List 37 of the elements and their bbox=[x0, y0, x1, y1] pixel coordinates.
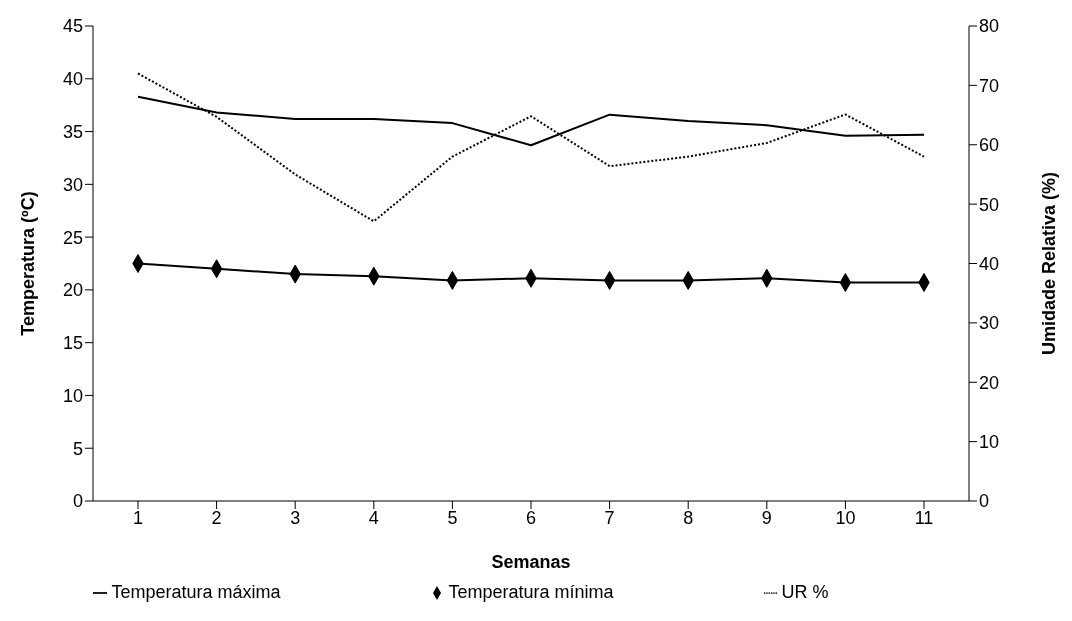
y-tick-label: 5 bbox=[72, 438, 83, 459]
line-series bbox=[137, 72, 925, 223]
x-tick-label: 8 bbox=[683, 507, 694, 528]
y2-tick-label: 0 bbox=[979, 491, 990, 512]
y2-axis-title: Umidade Relativa (%) bbox=[1039, 171, 1060, 356]
y-axis-title: Temperatura (ºC) bbox=[18, 191, 39, 336]
y2-tick-label: 70 bbox=[979, 75, 1000, 96]
y2-tick-label: 40 bbox=[979, 253, 1000, 274]
x-tick-label: 2 bbox=[211, 507, 222, 528]
y-tick-label: 45 bbox=[62, 16, 83, 37]
y-tick-label: 15 bbox=[62, 333, 83, 354]
x-tick-label: 7 bbox=[604, 507, 615, 528]
y2-tick-label: 30 bbox=[979, 313, 1000, 334]
x-tick-label: 6 bbox=[525, 507, 537, 528]
y2-tick-label: 60 bbox=[979, 135, 1000, 156]
legend-label: UR % bbox=[781, 582, 829, 602]
x-tick-label: 4 bbox=[368, 507, 379, 528]
y-tick-label: 10 bbox=[62, 385, 83, 406]
y2-tick-label: 80 bbox=[979, 16, 1000, 37]
x-tick-label: 10 bbox=[835, 507, 856, 528]
x-tick-label: 5 bbox=[447, 507, 458, 528]
x-tick-label: 11 bbox=[914, 507, 934, 528]
x-tick-label: 1 bbox=[132, 507, 144, 528]
y-tick-label: 25 bbox=[62, 227, 83, 248]
y-tick-label: 40 bbox=[62, 69, 83, 90]
x-tick-label: 3 bbox=[290, 507, 301, 528]
y-tick-label: 20 bbox=[62, 280, 83, 301]
y2-tick-label: 50 bbox=[979, 194, 1000, 215]
y2-tick-label: 20 bbox=[979, 372, 1000, 393]
y-tick-label: 0 bbox=[72, 491, 83, 512]
y-tick-label: 30 bbox=[62, 174, 83, 195]
legend-label: Temperatura mínima bbox=[448, 582, 614, 602]
y-tick-label: 35 bbox=[62, 121, 83, 142]
x-axis-title: Semanas bbox=[491, 552, 571, 572]
x-tick-label: 9 bbox=[761, 507, 772, 528]
legend-label: Temperatura máxima bbox=[111, 582, 281, 602]
y2-tick-label: 10 bbox=[979, 432, 1000, 453]
